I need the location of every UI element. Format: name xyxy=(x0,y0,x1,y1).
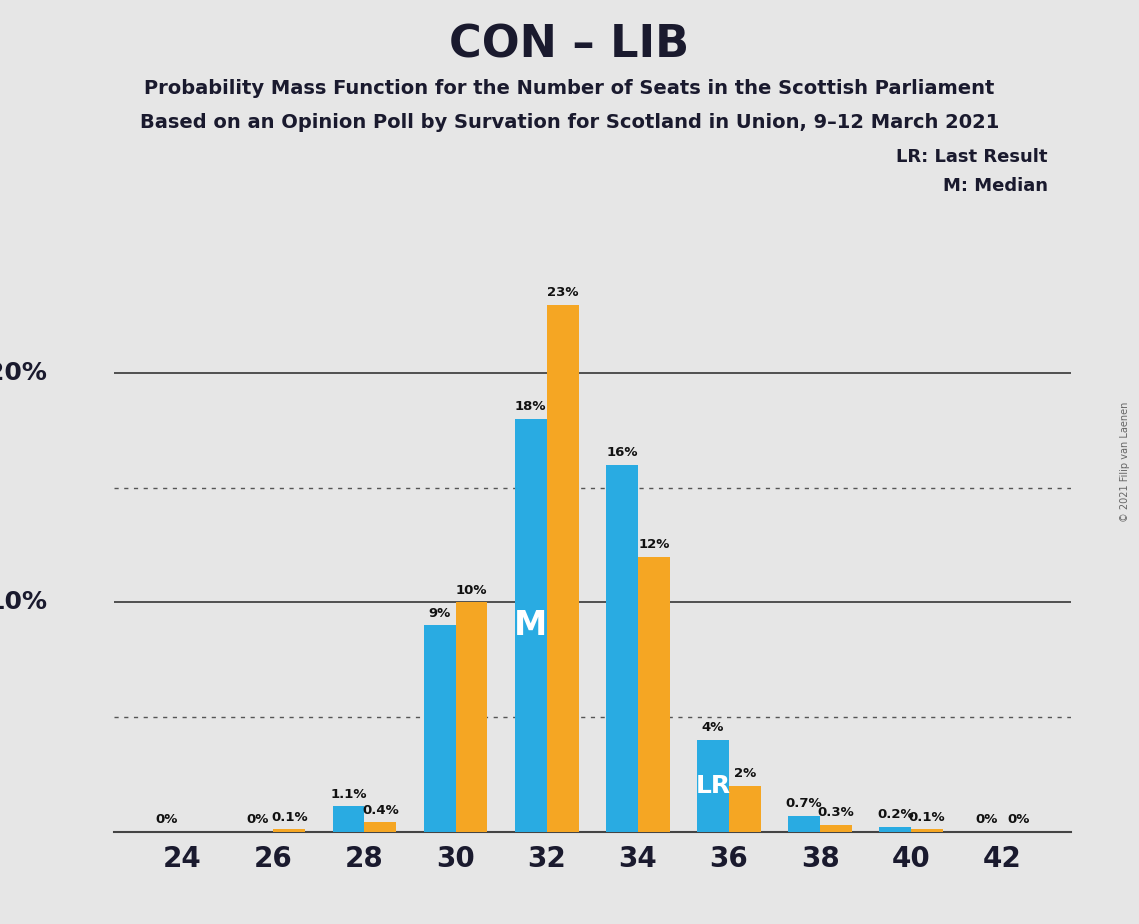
Bar xyxy=(424,626,456,832)
Text: LR: Last Result: LR: Last Result xyxy=(896,148,1048,165)
Bar xyxy=(515,419,547,832)
Bar xyxy=(879,827,911,832)
Text: Based on an Opinion Poll by Survation for Scotland in Union, 9–12 March 2021: Based on an Opinion Poll by Survation fo… xyxy=(140,113,999,132)
Bar xyxy=(638,556,670,832)
Text: 0.1%: 0.1% xyxy=(271,810,308,823)
Text: CON – LIB: CON – LIB xyxy=(450,23,689,67)
Text: 16%: 16% xyxy=(606,446,638,459)
Text: 0%: 0% xyxy=(155,813,178,826)
Text: 0%: 0% xyxy=(246,813,269,826)
Text: 23%: 23% xyxy=(547,286,579,298)
Text: 0%: 0% xyxy=(1007,813,1030,826)
Text: 2%: 2% xyxy=(734,767,756,780)
Bar xyxy=(456,602,487,832)
Text: 0.7%: 0.7% xyxy=(786,796,822,809)
Text: M: Median: M: Median xyxy=(943,177,1048,195)
Bar xyxy=(788,816,820,832)
Bar xyxy=(364,822,396,832)
Text: LR: LR xyxy=(696,773,730,797)
Text: 4%: 4% xyxy=(702,722,724,735)
Text: Probability Mass Function for the Number of Seats in the Scottish Parliament: Probability Mass Function for the Number… xyxy=(145,79,994,98)
Text: 0.2%: 0.2% xyxy=(877,808,913,821)
Text: M: M xyxy=(514,609,548,642)
Bar xyxy=(606,465,638,832)
Text: 9%: 9% xyxy=(428,607,451,620)
Bar xyxy=(333,807,364,832)
Text: 0.1%: 0.1% xyxy=(909,810,945,823)
Text: 12%: 12% xyxy=(638,538,670,551)
Text: 20%: 20% xyxy=(0,361,47,385)
Bar xyxy=(911,830,943,832)
Text: 10%: 10% xyxy=(0,590,47,614)
Text: 10%: 10% xyxy=(456,584,487,597)
Bar xyxy=(547,305,579,832)
Text: 18%: 18% xyxy=(515,400,547,413)
Text: 0%: 0% xyxy=(975,813,998,826)
Text: 0.3%: 0.3% xyxy=(818,806,854,819)
Bar xyxy=(820,825,852,832)
Text: 1.1%: 1.1% xyxy=(330,787,367,801)
Text: © 2021 Filip van Laenen: © 2021 Filip van Laenen xyxy=(1121,402,1130,522)
Text: 0.4%: 0.4% xyxy=(362,804,399,817)
Bar xyxy=(273,830,305,832)
Bar xyxy=(697,740,729,832)
Bar xyxy=(729,785,761,832)
